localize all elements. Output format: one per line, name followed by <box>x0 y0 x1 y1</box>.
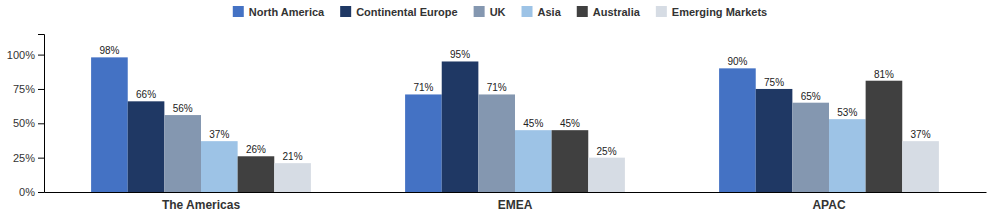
data-label: 45% <box>560 118 580 129</box>
chart: 0% 25% 50% 75% 100% The Americas EMEA APAC 98% 71… <box>0 0 1000 218</box>
legend-label: Emerging Markets <box>672 6 767 18</box>
x-axis: The Americas EMEA APAC <box>45 193 987 212</box>
bar <box>91 57 128 192</box>
bar <box>756 89 793 192</box>
y-tick: 100% <box>7 49 44 61</box>
bar <box>552 130 589 192</box>
y-tick-mark <box>38 55 44 56</box>
bar <box>902 141 939 192</box>
y-tick-mark <box>38 158 44 159</box>
x-tick-label: APAC <box>812 198 845 212</box>
bar <box>719 68 756 192</box>
y-tick-label: 50% <box>13 117 35 129</box>
legend-label: Australia <box>593 6 641 18</box>
data-label: 66% <box>136 89 156 100</box>
legend-label: North America <box>249 6 325 18</box>
legend-item: Australia <box>577 6 641 18</box>
bar <box>405 94 442 192</box>
data-label: 21% <box>283 151 303 162</box>
data-label: 75% <box>764 77 784 88</box>
bar <box>442 61 479 192</box>
legend-item: UK <box>474 6 506 18</box>
data-labels: 98% 71% 90% 66% 95% 75% 56% 71% 65% 37% 45% 53% 26% 4… <box>99 45 930 162</box>
x-tick: EMEA <box>498 198 533 212</box>
bar <box>238 156 275 192</box>
bar <box>588 158 625 192</box>
legend-item: Asia <box>522 6 562 18</box>
legend-swatch <box>656 6 667 17</box>
legend-swatch <box>233 6 244 17</box>
data-label: 25% <box>597 146 617 157</box>
y-axis-line <box>38 35 45 193</box>
bar <box>792 103 829 192</box>
data-label: 95% <box>450 49 470 60</box>
data-label: 71% <box>487 82 507 93</box>
y-tick: 0% <box>19 186 44 198</box>
x-tick: The Americas <box>162 198 241 212</box>
bar-series <box>128 61 793 192</box>
bar-series <box>201 119 866 192</box>
data-label: 37% <box>209 129 229 140</box>
bar <box>201 141 238 192</box>
legend-item: North America <box>233 6 325 18</box>
plot: 0% 25% 50% 75% 100% The Americas EMEA APAC 98% 71… <box>7 35 987 212</box>
data-label: 71% <box>413 82 433 93</box>
legend-item: Emerging Markets <box>656 6 767 18</box>
data-label: 81% <box>874 69 894 80</box>
y-tick-label: 0% <box>19 186 35 198</box>
bar <box>164 115 201 192</box>
y-tick-mark <box>38 192 44 193</box>
bar <box>478 94 515 192</box>
data-label: 90% <box>727 56 747 67</box>
legend-swatch <box>577 6 588 17</box>
legend-swatch <box>340 6 351 17</box>
y-tick-label: 75% <box>13 83 35 95</box>
legend-label: Asia <box>538 6 562 18</box>
data-label: 98% <box>99 45 119 56</box>
y-tick-mark <box>38 89 44 90</box>
data-label: 26% <box>246 144 266 155</box>
bar <box>274 163 311 192</box>
y-tick-label: 100% <box>7 49 35 61</box>
bar <box>515 130 552 192</box>
legend-label: Continental Europe <box>356 6 457 18</box>
x-tick: APAC <box>812 198 845 212</box>
bar <box>866 81 903 192</box>
bar <box>829 119 866 192</box>
bar-series <box>164 94 829 192</box>
y-tick-mark <box>38 123 44 124</box>
bars <box>91 57 939 192</box>
bar-series <box>91 57 756 192</box>
data-label: 53% <box>837 107 857 118</box>
data-label: 65% <box>801 91 821 102</box>
x-tick-label: The Americas <box>162 198 241 212</box>
legend: North America Continental Europe UK Asia Aus… <box>233 6 767 18</box>
legend-item: Continental Europe <box>340 6 457 18</box>
x-tick-label: EMEA <box>498 198 533 212</box>
legend-swatch <box>522 6 533 17</box>
legend-label: UK <box>490 6 506 18</box>
legend-swatch <box>474 6 485 17</box>
x-axis-line <box>45 192 987 193</box>
data-label: 37% <box>911 129 931 140</box>
y-tick: 75% <box>13 83 44 95</box>
y-axis: 0% 25% 50% 75% 100% <box>7 35 45 199</box>
data-label: 56% <box>173 103 193 114</box>
y-tick: 25% <box>13 152 44 164</box>
bar-series <box>274 141 939 192</box>
y-tick: 50% <box>13 117 44 129</box>
data-label: 45% <box>523 118 543 129</box>
y-tick-label: 25% <box>13 152 35 164</box>
bar <box>128 101 165 192</box>
bar-series <box>238 81 903 192</box>
